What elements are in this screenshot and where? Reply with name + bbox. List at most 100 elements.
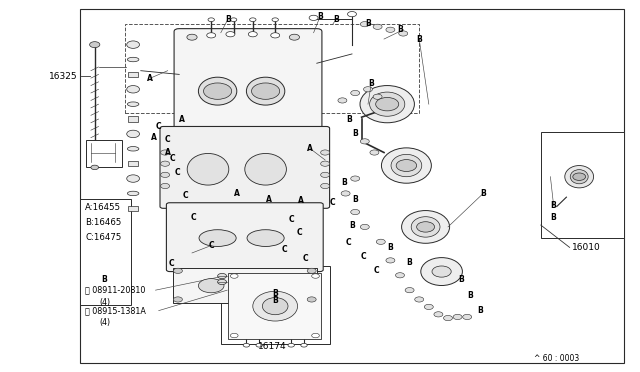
Circle shape (444, 315, 452, 321)
Text: C: C (297, 228, 302, 237)
Circle shape (373, 24, 382, 29)
Ellipse shape (247, 230, 284, 247)
Ellipse shape (570, 170, 588, 184)
Circle shape (230, 333, 238, 338)
Circle shape (90, 42, 100, 48)
Ellipse shape (127, 147, 139, 151)
Ellipse shape (127, 191, 139, 196)
Circle shape (256, 343, 262, 347)
Ellipse shape (244, 153, 287, 185)
Text: B: B (551, 201, 556, 210)
Circle shape (207, 33, 216, 38)
Circle shape (364, 87, 372, 92)
Text: B: B (353, 195, 358, 203)
Bar (128, 72, 138, 77)
Bar (228, 273, 321, 339)
Bar (80, 9, 624, 363)
Ellipse shape (187, 153, 229, 185)
FancyBboxPatch shape (160, 126, 330, 208)
Circle shape (424, 304, 433, 310)
Circle shape (248, 32, 257, 37)
Circle shape (463, 314, 472, 320)
Circle shape (226, 32, 235, 37)
Circle shape (348, 12, 356, 17)
Text: B: B (388, 243, 393, 252)
Ellipse shape (246, 77, 285, 105)
Ellipse shape (402, 211, 450, 243)
Bar (125, 24, 419, 113)
Circle shape (243, 343, 250, 347)
Circle shape (309, 15, 318, 20)
FancyBboxPatch shape (166, 203, 323, 272)
Ellipse shape (360, 86, 415, 123)
Circle shape (307, 297, 316, 302)
Ellipse shape (391, 154, 422, 177)
Text: B: B (353, 129, 358, 138)
Ellipse shape (253, 279, 278, 293)
Text: (4): (4) (99, 318, 110, 327)
Circle shape (272, 18, 278, 22)
Ellipse shape (262, 298, 288, 315)
Circle shape (218, 273, 227, 279)
Text: C: C (282, 245, 287, 254)
Circle shape (396, 160, 417, 171)
Text: B: B (369, 79, 374, 88)
Text: A: A (147, 74, 154, 83)
Text: B: B (417, 35, 422, 44)
Text: C: C (165, 135, 170, 144)
Ellipse shape (127, 102, 139, 106)
Text: A: A (150, 133, 157, 142)
Text: B:16465: B:16465 (85, 218, 122, 227)
Text: B: B (481, 189, 486, 198)
Text: B: B (458, 275, 463, 284)
Text: C: C (330, 198, 335, 207)
Circle shape (204, 83, 232, 99)
Bar (128, 206, 138, 211)
Circle shape (321, 183, 330, 189)
Text: 16174: 16174 (258, 342, 286, 351)
Circle shape (321, 172, 330, 177)
Circle shape (360, 22, 369, 27)
Text: A: A (307, 144, 314, 153)
Text: B: B (342, 178, 347, 187)
Circle shape (386, 258, 395, 263)
Text: B: B (273, 289, 278, 298)
Circle shape (376, 239, 385, 244)
Text: B: B (273, 296, 278, 305)
Bar (128, 116, 138, 122)
Text: A: A (298, 196, 304, 205)
Circle shape (161, 183, 170, 189)
Bar (80, 199, 131, 305)
Circle shape (573, 173, 586, 180)
Circle shape (173, 268, 182, 273)
Text: B: B (225, 15, 230, 24)
Circle shape (127, 130, 140, 138)
Circle shape (218, 279, 227, 285)
Circle shape (230, 274, 238, 278)
Ellipse shape (565, 166, 594, 188)
Bar (221, 266, 330, 344)
Circle shape (161, 161, 170, 166)
Circle shape (360, 139, 369, 144)
Text: B: B (346, 115, 351, 124)
Ellipse shape (199, 230, 236, 247)
Circle shape (127, 175, 140, 182)
Text: C: C (175, 169, 180, 177)
FancyBboxPatch shape (174, 29, 322, 133)
Ellipse shape (253, 291, 298, 321)
Text: B: B (317, 12, 323, 21)
Circle shape (341, 191, 350, 196)
Text: C: C (361, 252, 366, 261)
Circle shape (173, 297, 182, 302)
Text: ^ 60 : 0003: ^ 60 : 0003 (534, 354, 580, 363)
Circle shape (307, 268, 316, 273)
Text: A: A (164, 148, 171, 157)
Circle shape (312, 274, 319, 278)
Text: C: C (156, 122, 161, 131)
Circle shape (288, 343, 294, 347)
Circle shape (252, 83, 280, 99)
Text: B: B (407, 258, 412, 267)
Circle shape (396, 273, 404, 278)
Text: A: A (266, 195, 272, 203)
Circle shape (187, 34, 197, 40)
